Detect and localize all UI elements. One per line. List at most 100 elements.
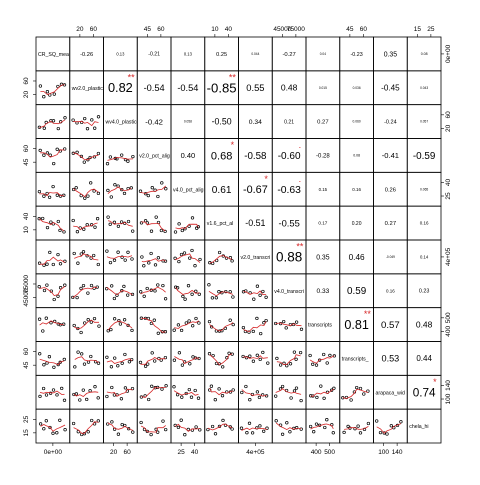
scatter-point <box>180 395 184 399</box>
smoother-line <box>39 119 66 129</box>
scatter-point <box>172 358 177 362</box>
scatter-point <box>131 229 135 233</box>
panel-r10-c3 <box>103 341 138 376</box>
scatter-point <box>183 227 187 231</box>
scatter-point <box>186 427 190 432</box>
scatter-point <box>86 318 90 322</box>
smoother-line <box>174 253 201 263</box>
scatter-point <box>123 352 127 357</box>
panel-r4-c3 <box>103 138 138 173</box>
panel-r7-c2 <box>69 239 104 275</box>
scatter-point <box>325 418 329 422</box>
scatter-point <box>146 193 150 198</box>
panel-r6-c4 <box>136 205 172 241</box>
scatter-point <box>328 353 332 358</box>
scatter-point <box>210 424 215 429</box>
panel-r10-c12: 0.44 <box>406 341 442 376</box>
scatter-point <box>323 425 327 430</box>
right-tick-label: 4e+05 <box>445 247 452 266</box>
scatter-point <box>116 432 121 436</box>
scatter-point <box>298 350 303 355</box>
top-tick-label: 60 <box>157 26 165 33</box>
scatter-point <box>63 147 67 151</box>
scatter-point <box>258 293 262 297</box>
correlation-value: 0.61 <box>212 185 232 196</box>
scatter-point <box>314 422 319 426</box>
scatter-point <box>81 283 86 288</box>
scatter-point <box>82 160 86 164</box>
scatter-point <box>110 385 114 390</box>
scatter-point <box>86 430 90 434</box>
panel-r4-c2 <box>69 138 104 173</box>
scatter-point <box>62 398 67 402</box>
smoother-line <box>174 423 200 432</box>
scatter-point <box>85 397 89 402</box>
panel-r1-c10: -0.23 <box>339 36 374 72</box>
scatter-point <box>126 219 131 224</box>
panel-r4-c5: 0.40 <box>170 138 206 173</box>
scatter-point <box>240 390 244 395</box>
scatter-point <box>294 357 298 361</box>
correlation-value: 0.08 <box>421 52 428 56</box>
scatter-point <box>106 188 110 193</box>
scatter-point <box>123 386 128 390</box>
panel-r12-c2 <box>69 408 104 444</box>
smoother-line <box>141 221 166 232</box>
scatter-point <box>96 419 100 423</box>
scatter-point <box>255 316 259 321</box>
panel-frame <box>238 408 273 444</box>
scatter-point <box>241 354 245 359</box>
panel-r10-c2 <box>69 341 104 376</box>
smoother-line <box>310 423 334 430</box>
scatter-point <box>56 294 60 298</box>
panel-r4-c9: -0.28 <box>305 138 341 173</box>
right-tick-label: 500 <box>445 312 452 323</box>
panel-r8-c7 <box>238 273 273 309</box>
scatter-point <box>139 221 144 225</box>
scatter-point <box>56 219 60 224</box>
scatter-point <box>55 147 59 151</box>
scatter-point <box>63 428 67 432</box>
left-tick-label: 25 <box>23 415 30 423</box>
bottom-tick-label: 4e+05 <box>246 449 265 456</box>
panel-r1-c5: 0.13 <box>170 36 206 72</box>
scatter-point <box>93 126 97 130</box>
panel-r12-c11 <box>373 408 408 444</box>
scatter-point <box>163 355 168 360</box>
panel-r8-c1 <box>35 273 71 309</box>
correlation-value: -0.58 <box>244 151 266 162</box>
smoother-line <box>207 423 233 431</box>
smoother-line <box>73 120 99 127</box>
left-tick-label: 45 <box>23 361 30 369</box>
scatter-point <box>180 228 184 233</box>
scatter-point <box>375 419 379 423</box>
top-tick-label: 45 <box>346 26 354 33</box>
panel-r7-c6 <box>204 239 239 275</box>
scatter-point <box>51 262 55 267</box>
scatter-point <box>131 154 135 159</box>
correlation-value: -0.21 <box>148 52 160 58</box>
correlation-value: 0.35 <box>384 51 398 58</box>
right-tick-label: 0e+00 <box>445 44 452 63</box>
top-tick-label: 25 <box>427 26 435 33</box>
scatter-point <box>55 393 59 397</box>
panel-r7-c11: -0.049 <box>373 239 408 275</box>
scatter-point <box>239 426 244 430</box>
right-tick-label: 25 <box>445 192 452 200</box>
panel-frame <box>204 239 239 275</box>
panel-r1-c9: 0.04 <box>305 36 341 72</box>
scatter-point <box>44 316 48 320</box>
scatter-point <box>122 318 127 322</box>
correlation-value: 0.46 <box>349 253 365 262</box>
scatter-point <box>75 150 79 154</box>
variable-name-label: transcripts <box>308 323 332 329</box>
smoother-line <box>141 317 166 333</box>
panel-r7-c12: 0.14 <box>406 239 442 275</box>
scatter-point <box>322 352 326 357</box>
significance-stars: * <box>433 377 437 387</box>
scatter-point <box>149 251 153 256</box>
scatter-point <box>38 84 43 88</box>
panel-r12-c9 <box>305 408 341 444</box>
scatter-point <box>264 318 268 323</box>
scatter-point <box>164 187 168 191</box>
